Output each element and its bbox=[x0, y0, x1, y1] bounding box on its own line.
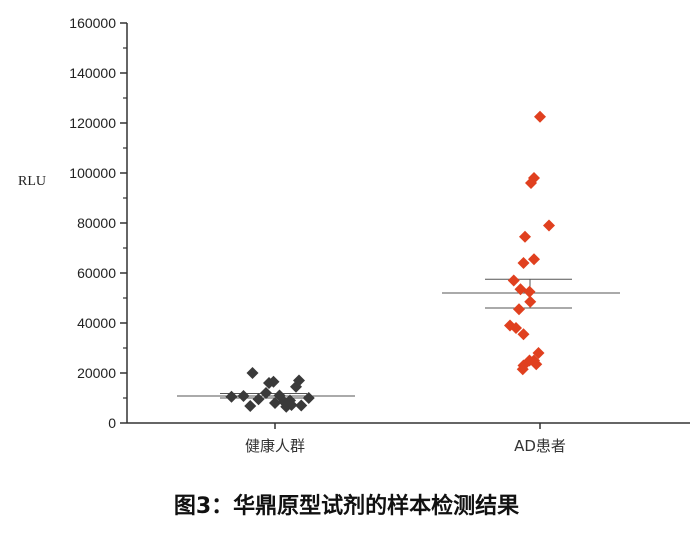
group-1 bbox=[442, 110, 620, 376]
group-0 bbox=[177, 367, 355, 413]
y-tick-label: 20000 bbox=[77, 365, 116, 381]
y-tick-label: 160000 bbox=[69, 15, 116, 31]
y-tick-label: 120000 bbox=[69, 115, 116, 131]
x-category-label: AD患者 bbox=[514, 437, 566, 455]
data-point bbox=[519, 230, 531, 243]
data-point bbox=[295, 399, 308, 412]
data-point bbox=[528, 354, 540, 367]
data-point bbox=[510, 322, 522, 334]
data-point bbox=[525, 177, 537, 189]
data-point bbox=[543, 219, 555, 232]
data-point bbox=[246, 367, 259, 379]
data-point bbox=[514, 283, 527, 296]
y-tick-label: 0 bbox=[108, 415, 116, 431]
data-point bbox=[517, 257, 530, 269]
data-point bbox=[302, 392, 315, 404]
data-point bbox=[237, 390, 250, 402]
x-axis-categories: 健康人群 AD患者 bbox=[245, 423, 566, 455]
data-point bbox=[516, 363, 529, 376]
data-point bbox=[524, 295, 537, 308]
y-tick-label: 100000 bbox=[69, 165, 116, 181]
data-point bbox=[293, 374, 305, 387]
y-axis-ticks: 0 20000 40000 60000 80000 100000 120000 140000 1… bbox=[69, 15, 127, 431]
scatter-chart: 0 20000 40000 60000 80000 100000 120000 140000 1… bbox=[18, 15, 690, 455]
data-point bbox=[244, 400, 257, 412]
y-axis-label: RLU bbox=[18, 174, 46, 189]
axes bbox=[126, 23, 690, 424]
data-groups bbox=[177, 110, 620, 413]
y-tick-label: 80000 bbox=[77, 215, 116, 231]
data-point bbox=[513, 303, 525, 316]
data-point bbox=[528, 253, 540, 266]
data-point bbox=[517, 328, 530, 341]
data-point bbox=[260, 387, 272, 399]
y-tick-label: 60000 bbox=[77, 265, 116, 281]
x-category-label: 健康人群 bbox=[245, 437, 305, 455]
data-point bbox=[534, 110, 546, 123]
y-tick-label: 140000 bbox=[69, 65, 116, 81]
data-point bbox=[507, 274, 520, 287]
data-point bbox=[523, 285, 536, 298]
data-point bbox=[284, 394, 296, 407]
data-point bbox=[252, 393, 265, 406]
data-point bbox=[267, 375, 280, 388]
figure-caption: 图3：华鼎原型试剂的样本检测结果 bbox=[173, 494, 520, 519]
data-point bbox=[225, 390, 238, 403]
y-tick-label: 40000 bbox=[77, 315, 116, 331]
